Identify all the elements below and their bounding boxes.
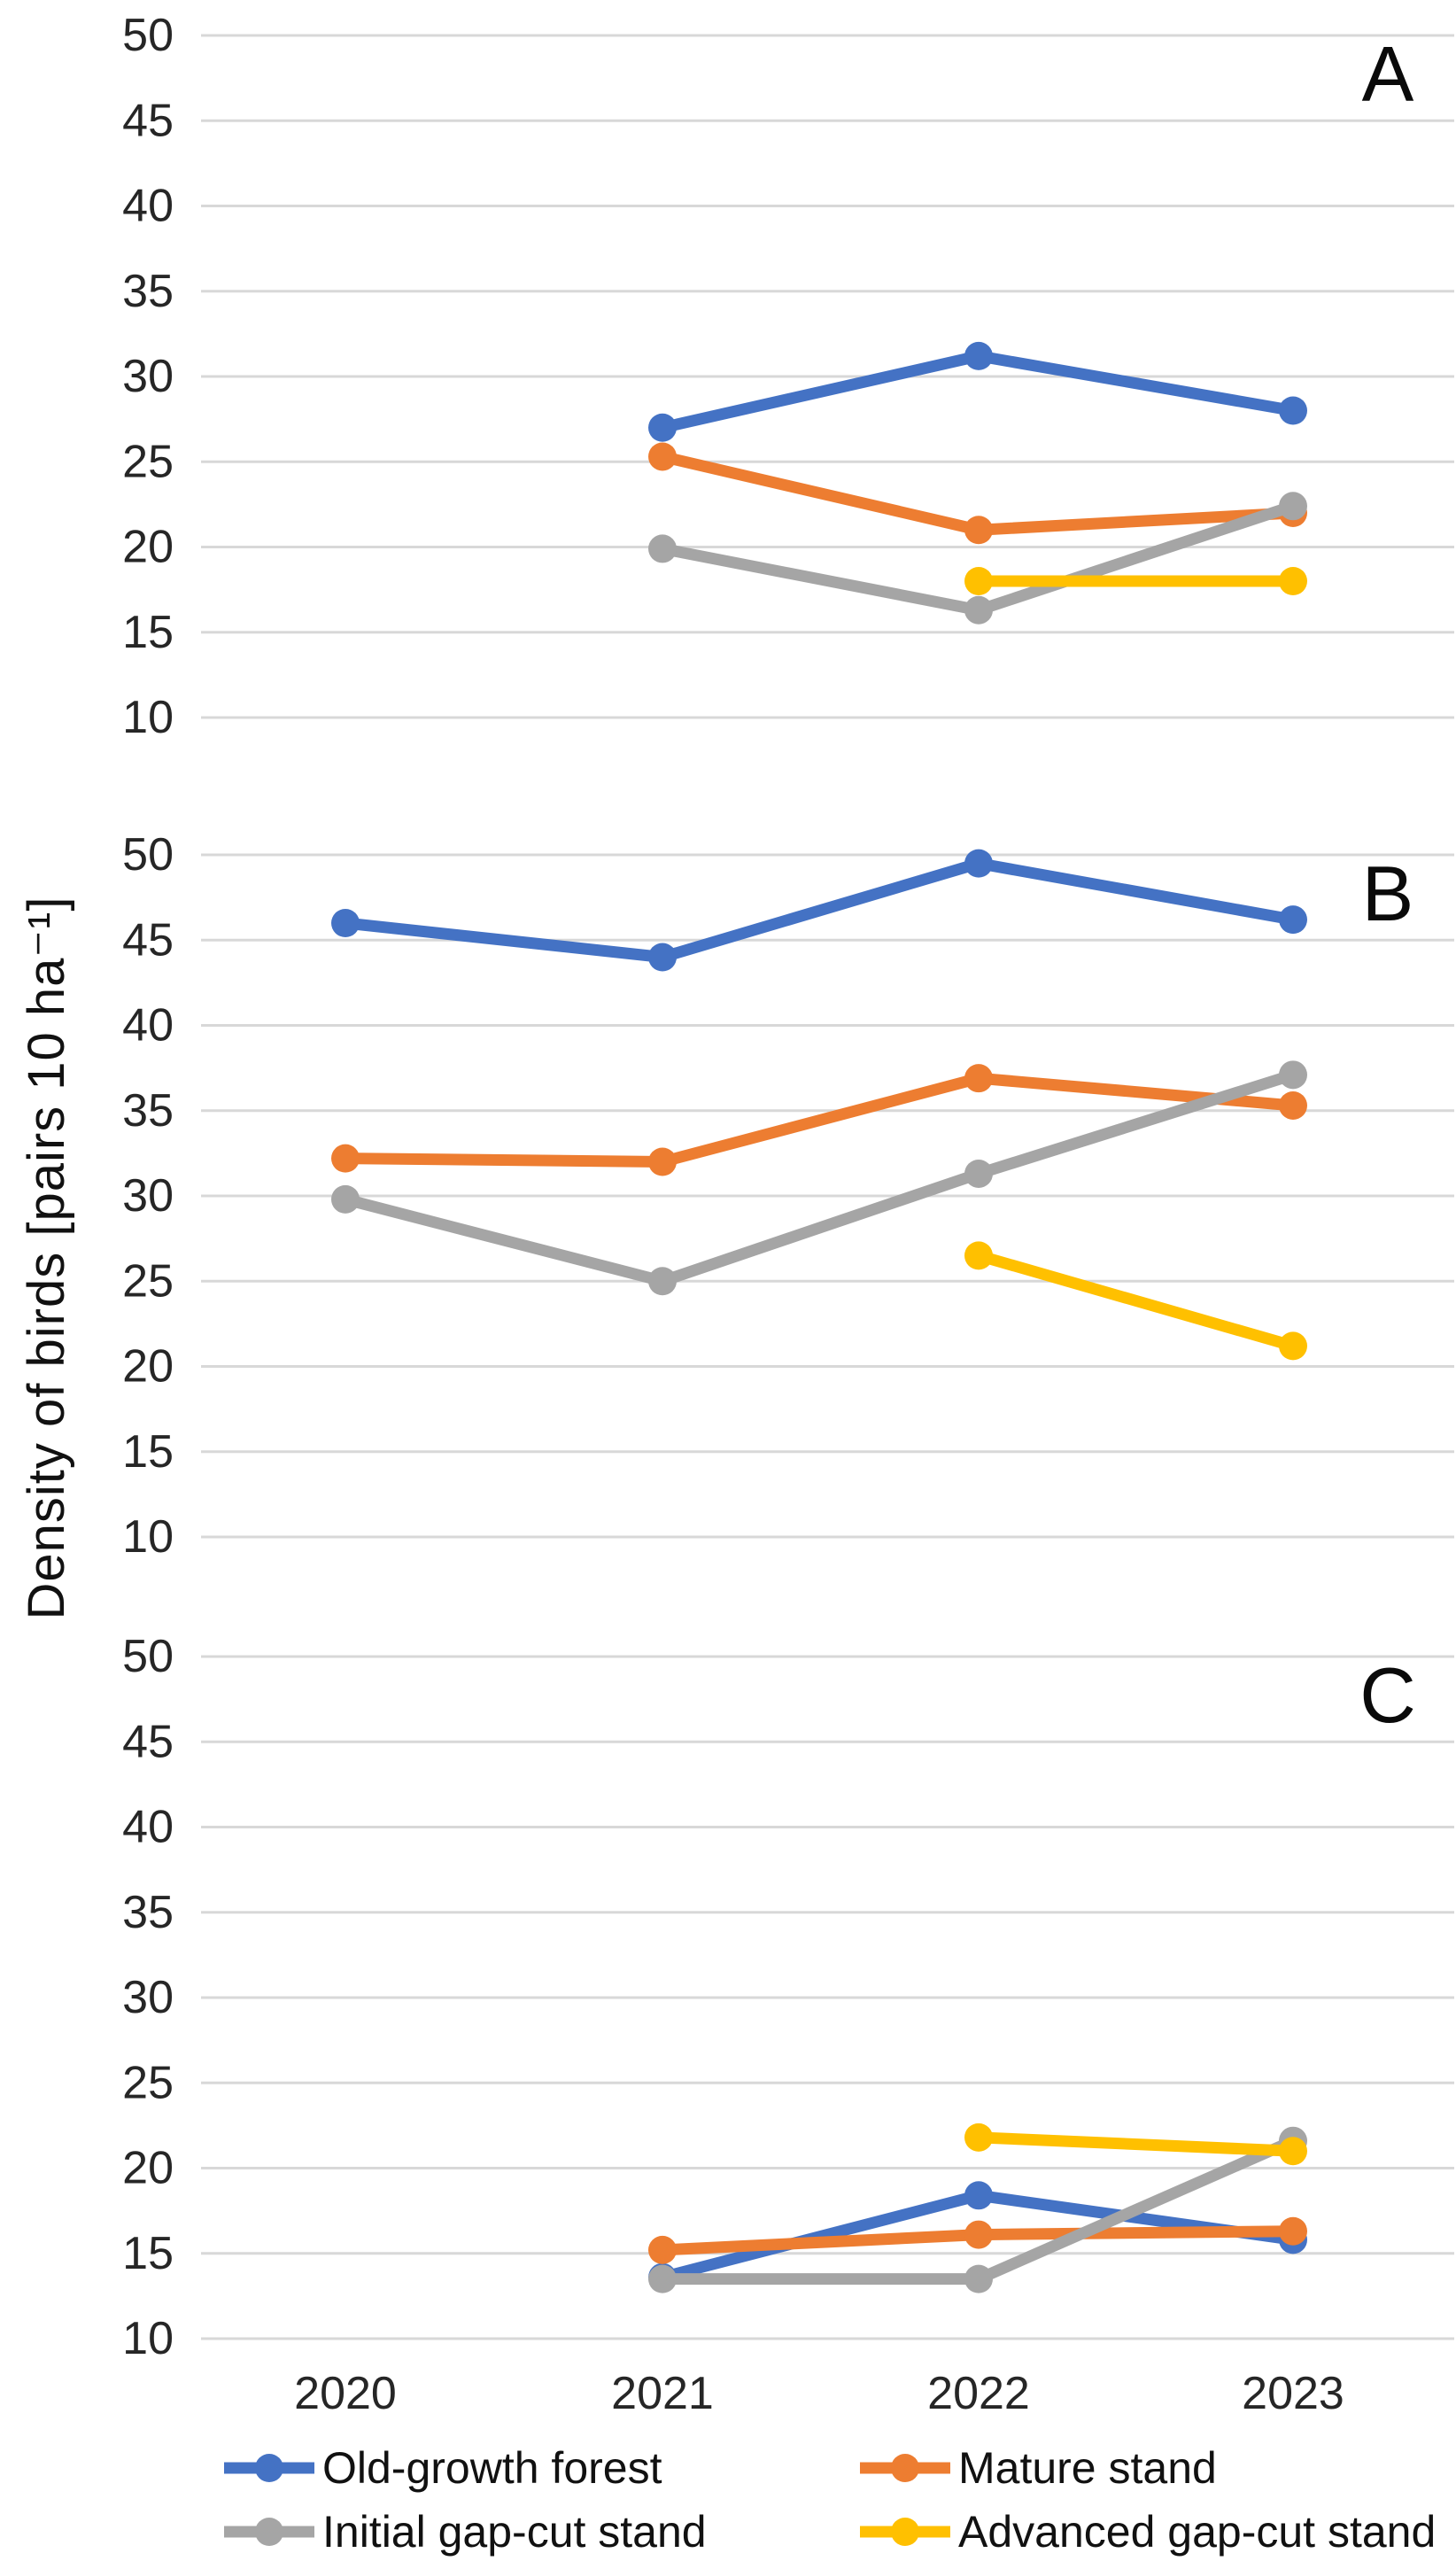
svg-text:40: 40 xyxy=(122,1802,174,1853)
y-tick-labels: 10 15 20 25 30 35 40 45 50 xyxy=(122,10,174,743)
y-tick-labels: 10 15 20 25 30 35 40 45 50 xyxy=(122,1631,174,2364)
svg-text:15: 15 xyxy=(122,607,174,658)
svg-text:2023: 2023 xyxy=(1242,2368,1344,2419)
svg-text:40: 40 xyxy=(122,1000,174,1052)
series-advanced-gap-cut-stand xyxy=(964,2123,1307,2166)
legend-item-mature-stand: Mature stand xyxy=(857,2443,1217,2493)
svg-text:20: 20 xyxy=(122,1341,174,1393)
line-marker-icon xyxy=(224,2518,314,2546)
svg-text:10: 10 xyxy=(122,2313,174,2364)
svg-text:20: 20 xyxy=(122,522,174,573)
legend-item-initial-gap-cut-stand: Initial gap-cut stand xyxy=(221,2507,707,2557)
svg-text:15: 15 xyxy=(122,1426,174,1478)
panel-label-a: A xyxy=(1361,30,1414,118)
gridlines xyxy=(201,1655,1454,2340)
svg-text:2021: 2021 xyxy=(611,2368,714,2419)
svg-text:30: 30 xyxy=(122,1170,174,1222)
line-marker-icon xyxy=(860,2454,950,2482)
svg-text:10: 10 xyxy=(122,692,174,743)
legend-label: Mature stand xyxy=(958,2443,1217,2493)
series-advanced-gap-cut-stand xyxy=(964,567,1307,595)
svg-text:35: 35 xyxy=(122,1887,174,1938)
svg-text:2022: 2022 xyxy=(927,2368,1030,2419)
gridlines xyxy=(201,853,1454,1539)
svg-text:45: 45 xyxy=(122,914,174,966)
legend-label: Advanced gap-cut stand xyxy=(958,2507,1437,2557)
svg-text:20: 20 xyxy=(122,2143,174,2194)
series-advanced-gap-cut-stand xyxy=(964,1241,1307,1361)
series-initial-gap-cut-stand xyxy=(331,1060,1307,1296)
svg-text:2020: 2020 xyxy=(294,2368,397,2419)
svg-text:50: 50 xyxy=(122,1631,174,1682)
y-axis-title: Density of birds [pairs 10 ha⁻¹] xyxy=(18,896,75,1620)
svg-text:35: 35 xyxy=(122,266,174,317)
svg-text:30: 30 xyxy=(122,351,174,402)
svg-text:45: 45 xyxy=(122,1716,174,1767)
svg-text:45: 45 xyxy=(122,95,174,146)
svg-text:25: 25 xyxy=(122,436,174,487)
legend-label: Initial gap-cut stand xyxy=(322,2507,707,2557)
svg-text:35: 35 xyxy=(122,1085,174,1137)
line-marker-icon xyxy=(860,2518,950,2546)
y-tick-labels: 10 15 20 25 30 35 40 45 50 xyxy=(122,829,174,1563)
legend-label: Old-growth forest xyxy=(322,2443,662,2493)
panel-label-c: C xyxy=(1359,1651,1416,1739)
svg-text:50: 50 xyxy=(122,10,174,61)
series-mature-stand xyxy=(331,1064,1307,1176)
svg-text:40: 40 xyxy=(122,181,174,232)
svg-text:10: 10 xyxy=(122,1511,174,1563)
svg-text:25: 25 xyxy=(122,1255,174,1307)
series-old-growth-forest xyxy=(331,849,1307,972)
svg-text:30: 30 xyxy=(122,1972,174,2023)
series-initial-gap-cut-stand xyxy=(648,492,1307,625)
legend-item-old-growth-forest: Old-growth forest xyxy=(221,2443,662,2493)
svg-text:50: 50 xyxy=(122,829,174,881)
line-marker-icon xyxy=(224,2454,314,2482)
series-mature-stand xyxy=(648,2216,1307,2264)
legend-item-advanced-gap-cut-stand: Advanced gap-cut stand xyxy=(857,2507,1437,2557)
x-axis-labels: 2020 2021 2022 2023 xyxy=(294,2368,1344,2419)
panel-b: 10 15 20 25 30 35 40 45 50 xyxy=(122,829,1454,1563)
panel-label-b: B xyxy=(1361,850,1414,937)
gridlines xyxy=(201,34,1454,719)
panel-c: 10 15 20 25 30 35 40 45 50 xyxy=(122,1631,1454,2364)
series-old-growth-forest xyxy=(648,341,1307,442)
panel-a: 10 15 20 25 30 35 40 45 50 xyxy=(122,10,1454,743)
svg-text:15: 15 xyxy=(122,2228,174,2279)
svg-text:25: 25 xyxy=(122,2057,174,2108)
